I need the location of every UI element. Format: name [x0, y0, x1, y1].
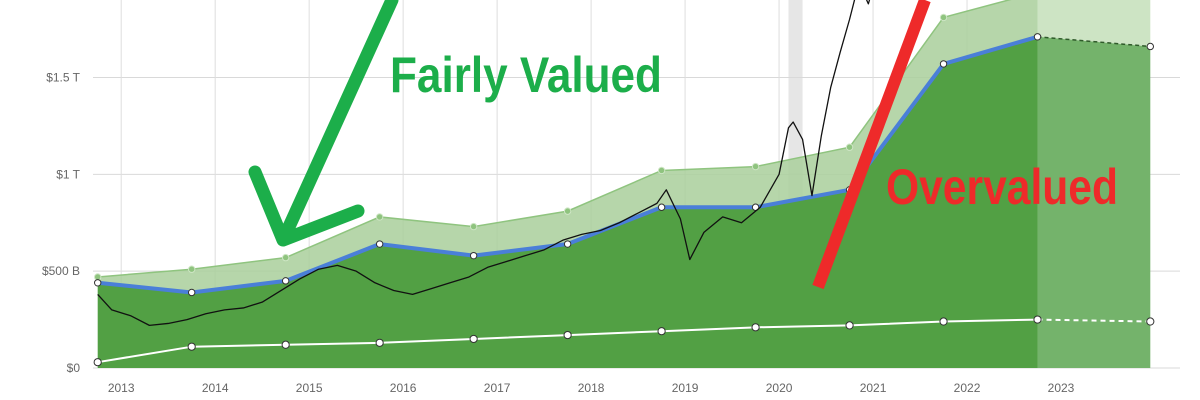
x-tick-label: 2015 [296, 381, 323, 395]
x-tick-label: 2016 [390, 381, 417, 395]
fair-value-point [281, 277, 290, 285]
axis-layer: $0 $500 B $1 T $1.5 T 2013 2014 2015 2016 2017 20… [42, 70, 1075, 395]
upper-band-point [187, 265, 196, 273]
fair-value-point [939, 60, 948, 68]
x-tick-label: 2014 [202, 381, 229, 395]
y-tick-label: $1.5 T [46, 70, 80, 84]
lower-line-point [281, 340, 290, 349]
upper-band-point [375, 213, 384, 221]
lower-line-point [1146, 317, 1155, 326]
fair-value-point [469, 251, 478, 260]
price-layer [97, 0, 871, 327]
lower-line-point [469, 334, 478, 344]
lower-line-point [93, 358, 102, 367]
upper-band-point [563, 207, 572, 215]
upper-band-point [845, 143, 854, 151]
fair-value-point [93, 279, 102, 287]
y-tick-label: $500 B [42, 264, 80, 278]
x-tick-label: 2021 [860, 381, 887, 395]
area-layer [97, 0, 1151, 369]
upper-band-point [281, 253, 290, 262]
lower-line-point [657, 327, 666, 336]
annotation-layer: Fairly Valued Overvalued [248, 0, 1118, 290]
x-tick-label: 2018 [578, 381, 605, 395]
lower-line-point [939, 317, 948, 326]
fairly-valued-arrow-icon [248, 0, 399, 247]
overvalued-slash-icon [812, 0, 931, 290]
lower-line-point [563, 330, 572, 340]
fairly-valued-label: Fairly Valued [390, 47, 662, 103]
overvalued-label: Overvalued [886, 159, 1118, 215]
fair-value-projected-line [1037, 36, 1151, 48]
y-tick-label: $0 [67, 361, 81, 375]
fair-value-area [97, 36, 1038, 369]
lower-line-point [375, 338, 384, 347]
x-tick-label: 2022 [954, 381, 981, 395]
upper-band-area [97, 0, 1038, 293]
lower-line-point [845, 321, 854, 330]
point-layer [93, 13, 1155, 367]
market-cap-line [97, 0, 871, 327]
fair-value-point [1146, 42, 1155, 51]
fair-value-point [375, 240, 384, 248]
upper-band-point [751, 162, 760, 171]
x-tick-label: 2017 [484, 381, 511, 395]
upper-band-projected-area [1037, 0, 1151, 47]
fair-value-projected-area [1037, 36, 1151, 369]
x-tick-label: 2020 [766, 381, 793, 395]
fair-value-point [1033, 33, 1042, 41]
x-tick-label: 2013 [108, 381, 135, 395]
y-tick-label: $1 T [56, 167, 80, 181]
upper-band-point [939, 13, 948, 22]
upper-band-point [469, 222, 478, 231]
upper-band-point [657, 166, 666, 175]
lower-line-point [1033, 315, 1042, 324]
fair-value-point [187, 288, 196, 297]
x-tick-label: 2023 [1048, 381, 1075, 395]
lower-line-point [187, 342, 196, 351]
fair-value-point [563, 240, 572, 248]
lower-line-point [751, 323, 760, 332]
x-tick-label: 2019 [672, 381, 699, 395]
fair-value-point [657, 203, 666, 211]
lower-projected-line [1037, 318, 1151, 323]
